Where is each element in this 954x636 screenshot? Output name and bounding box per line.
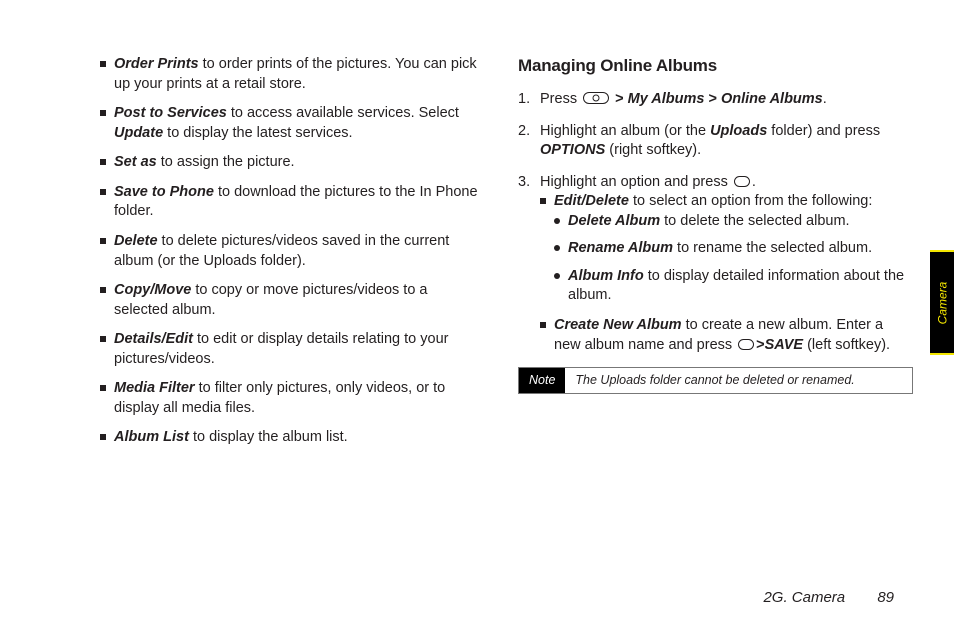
term: Album List bbox=[114, 429, 189, 445]
footer-section: 2G. Camera bbox=[763, 589, 845, 606]
term: Update bbox=[114, 125, 163, 141]
desc: to display the latest services. bbox=[163, 125, 352, 141]
sub-sub-list: Delete Album to delete the selected albu… bbox=[554, 212, 913, 306]
ok-key-icon bbox=[734, 176, 750, 187]
text: folder) and press bbox=[767, 123, 880, 139]
desc: to access available services. Select bbox=[227, 105, 459, 121]
page: Order Prints to order prints of the pict… bbox=[0, 0, 954, 636]
sub-option-list: Edit/Delete to select an option from the… bbox=[540, 192, 913, 355]
list-item: Post to Services to access available ser… bbox=[100, 104, 480, 143]
term: Album Info bbox=[568, 268, 644, 284]
columns: Order Prints to order prints of the pict… bbox=[100, 55, 914, 458]
desc: (left softkey). bbox=[803, 337, 890, 353]
side-tab-camera: Camera bbox=[930, 250, 954, 355]
desc: to delete pictures/videos saved in the c… bbox=[114, 233, 449, 269]
camera-key-icon bbox=[583, 92, 609, 104]
term: Delete Album bbox=[568, 213, 660, 229]
term: OPTIONS bbox=[540, 142, 605, 158]
list-item: Album List to display the album list. bbox=[100, 428, 480, 448]
term: Details/Edit bbox=[114, 331, 193, 347]
step-list: Press > My Albums > Online Albums. Highl… bbox=[518, 90, 913, 355]
list-item: Rename Album to rename the selected albu… bbox=[554, 239, 913, 259]
list-item: Album Info to display detailed informati… bbox=[554, 267, 913, 306]
list-item: Edit/Delete to select an option from the… bbox=[540, 192, 913, 306]
term: Rename Album bbox=[568, 240, 673, 256]
page-footer: 2G. Camera 89 bbox=[763, 589, 894, 606]
list-item: Order Prints to order prints of the pict… bbox=[100, 55, 480, 94]
desc: to assign the picture. bbox=[157, 154, 295, 170]
desc: to display the album list. bbox=[189, 429, 348, 445]
term: SAVE bbox=[765, 337, 803, 353]
list-item: Delete to delete pictures/videos saved i… bbox=[100, 232, 480, 271]
gt-icon: > bbox=[708, 91, 716, 107]
term: Delete bbox=[114, 233, 158, 249]
term: Order Prints bbox=[114, 56, 199, 72]
term: Edit/Delete bbox=[554, 193, 629, 209]
list-item: Media Filter to filter only pictures, on… bbox=[100, 379, 480, 418]
note-label: Note bbox=[519, 368, 565, 393]
left-option-list: Order Prints to order prints of the pict… bbox=[100, 55, 480, 448]
step-1: Press > My Albums > Online Albums. bbox=[518, 90, 913, 110]
list-item: Delete Album to delete the selected albu… bbox=[554, 212, 913, 232]
desc: to delete the selected album. bbox=[660, 213, 849, 229]
period: . bbox=[823, 91, 827, 107]
term: Post to Services bbox=[114, 105, 227, 121]
term: Online Albums bbox=[721, 91, 823, 107]
term: Save to Phone bbox=[114, 184, 214, 200]
text: Press bbox=[540, 91, 581, 107]
list-item: Details/Edit to edit or display details … bbox=[100, 330, 480, 369]
desc: to rename the selected album. bbox=[673, 240, 872, 256]
term: Set as bbox=[114, 154, 157, 170]
term: My Albums bbox=[628, 91, 705, 107]
side-tab-label: Camera bbox=[935, 281, 949, 324]
list-item: Set as to assign the picture. bbox=[100, 153, 480, 173]
gt-icon: > bbox=[615, 91, 623, 107]
gt-icon: > bbox=[756, 337, 764, 353]
text: Highlight an option and press bbox=[540, 174, 732, 190]
desc: to select an option from the following: bbox=[629, 193, 872, 209]
list-item: Copy/Move to copy or move pictures/video… bbox=[100, 281, 480, 320]
list-item: Create New Album to create a new album. … bbox=[540, 316, 913, 355]
term: Media Filter bbox=[114, 380, 195, 396]
right-column: Managing Online Albums Press > My Albums… bbox=[518, 55, 913, 458]
step-3: Highlight an option and press . Edit/Del… bbox=[518, 173, 913, 356]
step-2: Highlight an album (or the Uploads folde… bbox=[518, 122, 913, 161]
term: Copy/Move bbox=[114, 282, 191, 298]
list-item: Save to Phone to download the pictures t… bbox=[100, 183, 480, 222]
text: . bbox=[752, 174, 756, 190]
note-box: Note The Uploads folder cannot be delete… bbox=[518, 367, 913, 394]
text: (right softkey). bbox=[605, 142, 701, 158]
term: Create New Album bbox=[554, 317, 682, 333]
ok-key-icon bbox=[738, 339, 754, 350]
text: Highlight an album (or the bbox=[540, 123, 710, 139]
note-text: The Uploads folder cannot be deleted or … bbox=[565, 368, 912, 393]
term: Uploads bbox=[710, 123, 767, 139]
section-heading: Managing Online Albums bbox=[518, 55, 913, 78]
page-number: 89 bbox=[877, 589, 894, 606]
left-column: Order Prints to order prints of the pict… bbox=[100, 55, 480, 458]
